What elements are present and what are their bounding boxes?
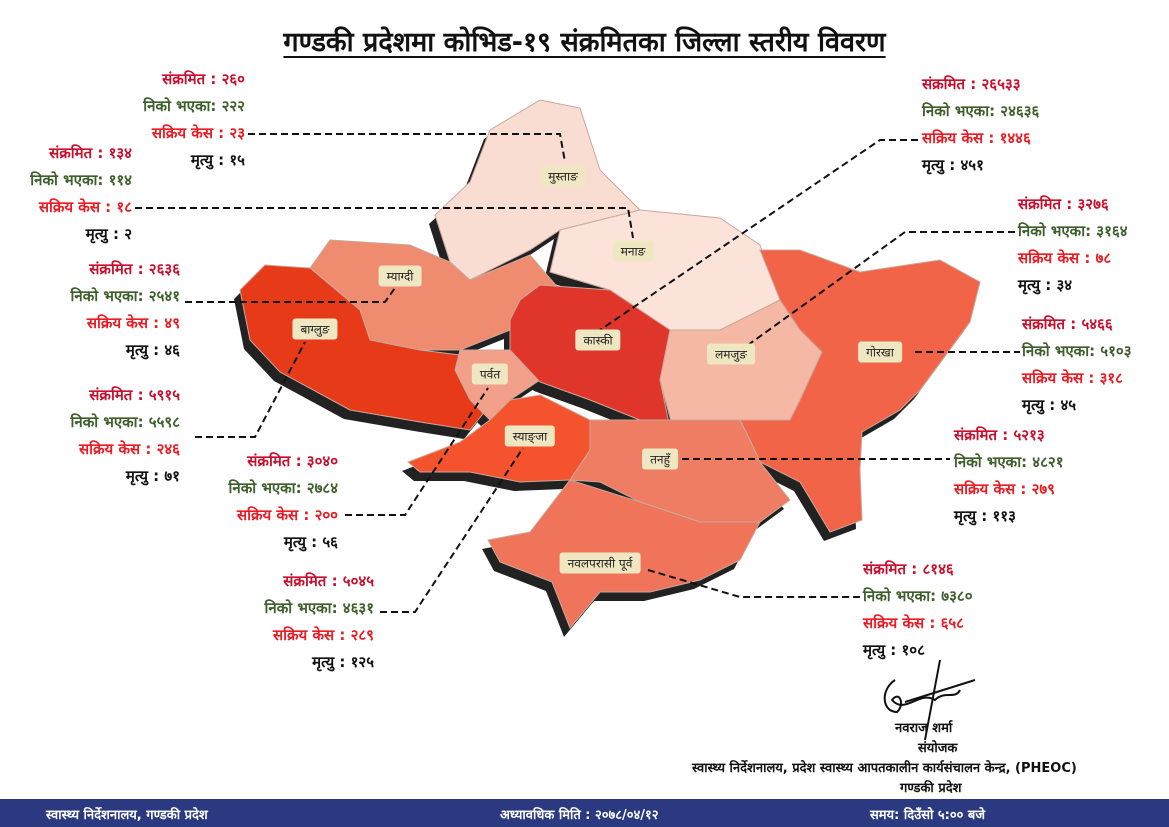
- stat-active: सक्रिय केस : ६५८: [863, 614, 964, 632]
- stat-infected: संक्रमित : २६०: [162, 70, 245, 88]
- leader-line: [345, 387, 489, 516]
- stat-deaths: मृत्यु : ३४: [1018, 276, 1073, 294]
- leader-line: [195, 341, 306, 438]
- signatory-role: संयोजक: [918, 741, 958, 756]
- stat-active: सक्रिय केस : १४४६: [922, 129, 1031, 147]
- signatory-province: गण्डकी प्रदेश: [900, 781, 962, 796]
- district-stats: संक्रमित : ३२७६ निको भएका: ३१६४ सक्रिय केस…: [1018, 191, 1128, 299]
- stat-infected: संक्रमित : २६३६: [89, 260, 180, 278]
- stat-recovered: निको भएका: २७८४: [228, 479, 338, 497]
- footer-update-date: अध्यावधिक मिति : २०७८/०४/१२: [500, 808, 659, 823]
- district-label: गोरखा: [858, 341, 902, 363]
- stat-infected: संक्रमित : ५९१५: [89, 386, 180, 404]
- district-label: तनहुँ: [642, 448, 678, 470]
- stat-active: सक्रिय केस : २३: [151, 124, 245, 142]
- stat-active: सक्रिय केस : २४६: [79, 440, 180, 458]
- stat-deaths: मृत्यु : ५६: [283, 533, 338, 551]
- district-stats: संक्रमित : ३०४० निको भएका: २७८४ सक्रिय केस…: [228, 448, 338, 556]
- district-label: पर्वत: [471, 363, 509, 385]
- stat-recovered: निको भएका: ३१६४: [1018, 222, 1128, 240]
- stat-recovered: निको भएका: २२२: [143, 97, 245, 115]
- stat-recovered: निको भएका: २५४१: [70, 287, 180, 305]
- stat-active: सक्रिय केस : ७८: [1018, 249, 1112, 267]
- stat-recovered: निको भएका: ५५९८: [70, 413, 180, 431]
- stat-recovered: निको भएका: ४८२१: [954, 453, 1064, 471]
- district-shape[interactable]: [569, 419, 791, 523]
- stat-deaths: मृत्यु : २: [85, 225, 132, 243]
- leader-line: [185, 287, 396, 303]
- leader-line: [747, 231, 1015, 346]
- footer-organization: स्वास्थ्य निर्देशनालय, गण्डकी प्रदेश: [46, 808, 208, 823]
- stat-deaths: मृत्यु : ४५१: [922, 156, 984, 174]
- stat-active: सक्रिय केस : २००: [237, 506, 338, 524]
- stat-deaths: मृत्यु : ४५: [1022, 396, 1077, 414]
- district-shape[interactable]: [434, 99, 641, 281]
- district-stats: संक्रमित : २६५३३ निको भएका: २४६३६ सक्रिय क…: [922, 71, 1039, 179]
- stat-deaths: मृत्यु : १०८: [863, 641, 925, 659]
- district-stats: संक्रमित : ५०४५ निको भएका: ४६३१ सक्रिय केस…: [264, 568, 374, 676]
- stat-infected: संक्रमित : ५२१३: [954, 426, 1045, 444]
- district-stats: संक्रमित : ५२१३ निको भएका: ४८२१ सक्रिय केस…: [954, 422, 1064, 530]
- district-label: स्याङ्जा: [504, 425, 556, 447]
- stat-infected: संक्रमित : ८१४६: [863, 560, 954, 578]
- footer-bar: स्वास्थ्य निर्देशनालय, गण्डकी प्रदेश अध्…: [0, 799, 1169, 827]
- stat-deaths: मृत्यु : १५: [190, 151, 245, 169]
- district-label: मनाङ: [612, 240, 654, 262]
- stat-deaths: मृत्यु : ११३: [954, 507, 1016, 525]
- district-stats: संक्रमित : ५९१५ निको भएका: ५५९८ सक्रिय केस…: [70, 382, 180, 490]
- stat-active: सक्रिय केस : ४९: [86, 314, 180, 332]
- stat-active: सक्रिय केस : ३१८: [1022, 369, 1123, 387]
- signature-icon: [883, 659, 976, 741]
- stat-recovered: निको भएका: ११४: [30, 171, 132, 189]
- stat-infected: संक्रमित : ५४६६: [1022, 315, 1113, 333]
- leader-line: [380, 447, 524, 613]
- stat-recovered: निको भएका: ४६३१: [264, 599, 374, 617]
- leader-line: [599, 139, 918, 331]
- stat-deaths: मृत्यु : ७१: [125, 467, 180, 485]
- stat-infected: संक्रमित : १३४: [49, 144, 132, 162]
- stat-active: सक्रिय केस : २७९: [954, 480, 1055, 498]
- district-stats: संक्रमित : ८१४६ निको भएका: ७३८० सक्रिय केस…: [863, 556, 973, 664]
- stat-deaths: मृत्यु : १२५: [312, 653, 374, 671]
- footer-update-time: समय: दिउँसो ५:०० बजे: [870, 808, 985, 823]
- district-shape[interactable]: [739, 249, 981, 533]
- stat-active: सक्रिय केस : १८: [38, 198, 132, 216]
- signatory-name: नवराज शर्मा: [895, 721, 953, 736]
- district-label: कास्की: [575, 329, 621, 351]
- stat-recovered: निको भएका: ७३८०: [863, 587, 973, 605]
- stat-recovered: निको भएका: ५१०३: [1022, 342, 1132, 360]
- district-stats: संक्रमित : ५४६६ निको भएका: ५१०३ सक्रिय केस…: [1022, 311, 1132, 419]
- district-label: लमजुङ: [707, 343, 755, 365]
- stat-infected: संक्रमित : २६५३३: [922, 75, 1021, 93]
- district-stats: संक्रमित : १३४ निको भएका: ११४ सक्रिय केस :…: [30, 140, 132, 248]
- stat-infected: संक्रमित : ३०४०: [247, 452, 338, 470]
- signatory-office: स्वास्थ्य निर्देशनालय, प्रदेश स्वास्थ्य …: [692, 761, 1077, 776]
- district-label: म्याग्दी: [378, 265, 422, 287]
- district-label: नवलपरासी पूर्व: [559, 552, 641, 574]
- district-stats: संक्रमित : २६० निको भएका: २२२ सक्रिय केस :…: [143, 66, 245, 174]
- stat-deaths: मृत्यु : ४६: [125, 341, 180, 359]
- stat-infected: संक्रमित : ३२७६: [1018, 195, 1109, 213]
- stat-active: सक्रिय केस : २८९: [273, 626, 374, 644]
- district-stats: संक्रमित : २६३६ निको भएका: २५४१ सक्रिय केस…: [70, 256, 180, 364]
- district-label: मुस्ताङ: [540, 165, 586, 187]
- stat-recovered: निको भएका: २४६३६: [922, 102, 1040, 120]
- leader-line: [248, 133, 566, 163]
- stat-infected: संक्रमित : ५०४५: [283, 572, 374, 590]
- district-shape[interactable]: [407, 394, 591, 483]
- district-label: बाग्लुङ: [292, 318, 338, 340]
- page-title: गण्डकी प्रदेशमा कोभिड-१९ संक्रमितका जिल्…: [283, 27, 886, 58]
